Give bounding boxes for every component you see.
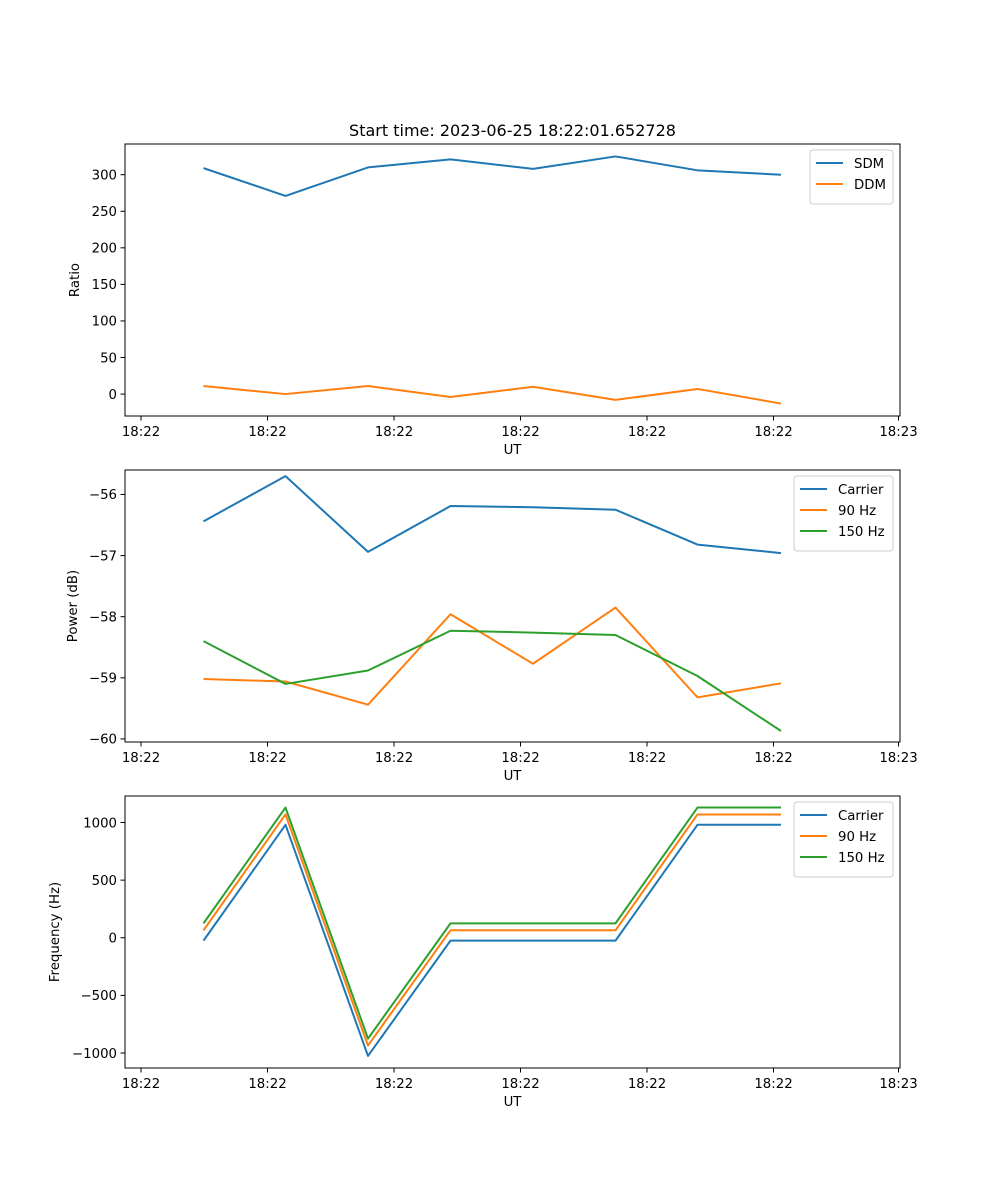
y-tick-label: 300 [92, 169, 117, 184]
x-axis-label: UT [504, 1095, 523, 1110]
series-line-90-hz [203, 606, 782, 706]
legend-label: Carrier [838, 809, 884, 824]
series-line-ddm [203, 385, 782, 405]
series-line-sdm [203, 155, 782, 197]
y-tick-label: −1000 [72, 1047, 117, 1062]
legend-box [793, 475, 894, 552]
x-axis-label: UT [504, 443, 523, 458]
y-tick-label: −58 [89, 610, 117, 625]
y-tick-label: −500 [80, 989, 117, 1004]
x-tick-label: 18:22 [122, 425, 160, 440]
legend-label: 150 Hz [838, 851, 885, 866]
frequency-panel: 18:22 18:22 18:22 18:22 18:22 18:22 18:23 −1000… [48, 795, 918, 1110]
legend-label: SDM [854, 157, 884, 172]
y-tick-label: 200 [92, 242, 117, 257]
x-tick-label: 18:23 [879, 1077, 917, 1092]
legend-label: 90 Hz [838, 830, 876, 845]
x-tick-label: 18:22 [501, 425, 539, 440]
y-tick-label: 0 [109, 932, 117, 947]
x-tick-label: 18:22 [122, 751, 160, 766]
x-tick-label: 18:22 [628, 425, 666, 440]
series-line-150-hz [202, 806, 781, 1040]
x-tick-label: 18:23 [879, 425, 917, 440]
y-axis-label: Ratio [68, 263, 83, 297]
x-tick-label: 18:22 [628, 1077, 666, 1092]
y-tick-label: 250 [92, 205, 117, 220]
x-tick-label: 18:22 [375, 425, 413, 440]
y-tick-label: 100 [92, 315, 117, 330]
series-line-carrier [203, 475, 782, 555]
x-tick-label: 18:22 [628, 751, 666, 766]
x-tick-label: 18:22 [248, 425, 286, 440]
x-tick-label: 18:22 [122, 1077, 160, 1092]
axes-frame [124, 795, 901, 1069]
axes-frame [124, 469, 901, 743]
legend-label: Carrier [838, 483, 884, 498]
legend-box [793, 801, 894, 878]
x-tick-label: 18:22 [754, 751, 792, 766]
y-tick-label: −57 [89, 549, 117, 564]
axes-frame [124, 143, 901, 417]
y-tick-label: 1000 [83, 816, 117, 831]
y-tick-label: 0 [109, 388, 117, 403]
x-tick-label: 18:23 [879, 751, 917, 766]
x-tick-label: 18:22 [501, 1077, 539, 1092]
x-tick-label: 18:22 [248, 1077, 286, 1092]
y-tick-label: −59 [89, 672, 117, 687]
y-tick-label: 150 [92, 278, 117, 293]
y-tick-label: 500 [92, 874, 117, 889]
y-axis-label: Power (dB) [66, 570, 81, 642]
series-line-150-hz [203, 629, 782, 732]
x-tick-label: 18:22 [248, 751, 286, 766]
legend-label: 150 Hz [838, 525, 885, 540]
y-tick-label: −60 [89, 733, 117, 748]
x-tick-label: 18:22 [754, 1077, 792, 1092]
x-tick-label: 18:22 [501, 751, 539, 766]
y-tick-label: −56 [89, 488, 117, 503]
ratio-panel: 18:22 18:22 18:22 18:22 18:22 18:22 18:23 0 50 10… [68, 143, 918, 458]
legend-label: 90 Hz [838, 504, 876, 519]
x-tick-label: 18:22 [375, 1077, 413, 1092]
series-line-90-hz [202, 813, 781, 1047]
x-tick-label: 18:22 [375, 751, 413, 766]
series-line-carrier [202, 823, 781, 1057]
y-tick-label: 50 [100, 351, 117, 366]
x-axis-label: UT [504, 769, 523, 784]
y-axis-label: Frequency (Hz) [48, 882, 63, 982]
x-tick-label: 18:22 [754, 425, 792, 440]
chart-title: Start time: 2023-06-25 18:22:01.652728 [349, 121, 676, 140]
power-panel: 18:22 18:22 18:22 18:22 18:22 18:22 18:23 −60 −5… [66, 469, 918, 784]
legend-label: DDM [854, 178, 886, 193]
